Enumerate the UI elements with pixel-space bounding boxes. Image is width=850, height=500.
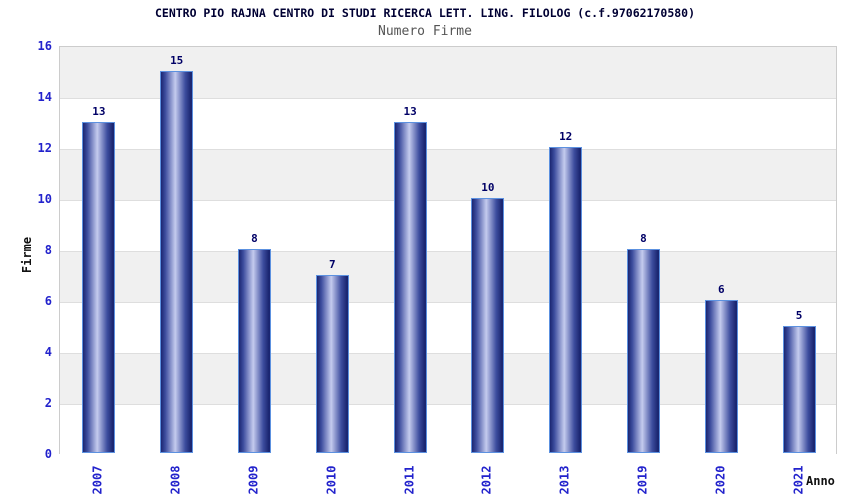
x-tick-label: 2021 (791, 465, 806, 495)
bar-2010 (315, 274, 349, 453)
x-tick-label: 2009 (246, 465, 261, 495)
x-tick-2009: 2009 (215, 460, 293, 500)
y-tick-label: 2 (44, 396, 52, 410)
gridline (60, 200, 836, 201)
bar-value-label: 10 (481, 181, 495, 194)
x-tick-2008: 2008 (137, 460, 215, 500)
bar-value-label: 8 (640, 232, 647, 245)
gridline (60, 251, 836, 252)
bar-2007 (82, 121, 116, 453)
bar-2012 (471, 198, 505, 453)
bar-value-label: 13 (92, 104, 106, 118)
y-tick-label: 8 (44, 243, 52, 257)
chart-title: CENTRO PIO RAJNA CENTRO DI STUDI RICERCA… (154, 6, 696, 20)
x-tick-label: 2013 (557, 465, 572, 495)
x-tick-label: 2007 (90, 465, 105, 495)
plot-area: 13 15 8 7 13 10 12 8 6 5 (59, 46, 837, 455)
y-tick-label: 12 (37, 141, 52, 155)
gridline (60, 302, 836, 303)
y-tick-label: 0 (44, 447, 52, 461)
chart-subtitle: Numero Firme (378, 24, 472, 39)
x-tick-2012: 2012 (448, 460, 526, 500)
x-tick-2020: 2020 (681, 460, 759, 500)
x-tick-2010: 2010 (292, 460, 370, 500)
bar-2008 (160, 70, 194, 453)
bar-2013 (549, 147, 583, 453)
x-tick-label: 2011 (402, 465, 417, 495)
gridline (60, 149, 836, 150)
y-tick-label: 14 (37, 90, 52, 104)
bar-value-label: 7 (328, 257, 336, 271)
bar-value-label: 12 (559, 130, 573, 143)
bar-value-label: 15 (170, 53, 184, 67)
x-tick-label: 2010 (324, 465, 339, 495)
x-tick-2019: 2019 (604, 460, 682, 500)
bar-2011 (393, 121, 427, 453)
x-tick-label: 2012 (479, 465, 494, 495)
x-tick-2007: 2007 (59, 460, 137, 500)
x-tick-2011: 2011 (370, 460, 448, 500)
gridline (60, 353, 836, 354)
x-axis-ticks: 2007 2008 2009 2010 2011 2012 2013 2019 2020 2021 (59, 460, 837, 500)
bar-2020 (704, 300, 738, 453)
x-axis-title: Anno (806, 474, 835, 488)
bar-2019 (627, 249, 660, 453)
bar-2009 (238, 249, 271, 453)
x-tick-2013: 2013 (526, 460, 604, 500)
bar-value-label: 5 (795, 308, 803, 322)
gridline (60, 98, 836, 99)
y-tick-label: 4 (44, 345, 52, 359)
bar-value-label: 13 (403, 104, 417, 118)
y-tick-label: 16 (37, 39, 52, 53)
x-tick-label: 2020 (713, 465, 728, 495)
y-axis-ticks: 0 2 4 6 8 10 12 14 16 (0, 39, 52, 461)
bar-value-label: 6 (717, 283, 725, 296)
x-tick-label: 2019 (635, 465, 650, 495)
bar-value-label: 8 (251, 232, 258, 245)
y-tick-label: 6 (44, 294, 52, 308)
bar-2021 (782, 325, 816, 453)
gridline (60, 404, 836, 405)
y-tick-label: 10 (37, 192, 52, 206)
x-tick-label: 2008 (168, 465, 183, 495)
